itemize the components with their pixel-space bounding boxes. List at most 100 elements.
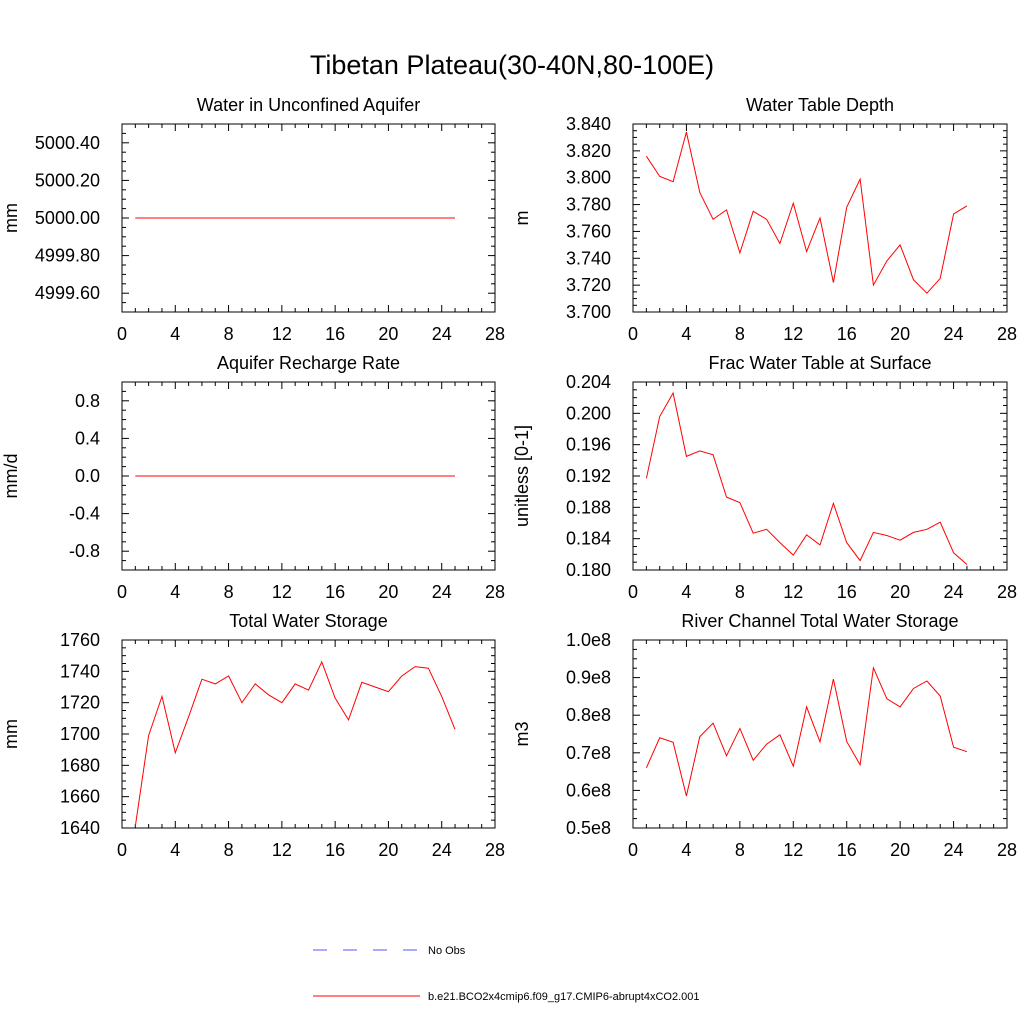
y-axis-label: mm — [1, 203, 21, 233]
x-tick-label: 4 — [170, 840, 180, 860]
x-tick-label: 28 — [485, 840, 505, 860]
y-tick-label: 0.200 — [566, 403, 611, 423]
x-tick-label: 8 — [735, 582, 745, 602]
x-tick-label: 28 — [997, 582, 1017, 602]
x-tick-label: 0 — [628, 840, 638, 860]
plot-frame — [632, 381, 1008, 571]
panel-title: Water Table Depth — [746, 95, 894, 115]
x-tick-label: 20 — [378, 324, 398, 344]
chart-panel: Water in Unconfined Aquifer mm 0 4 8 12 16 20 24… — [1, 95, 505, 344]
chart-panel: Water Table Depth m 0 4 8 12 16 20 24 28 3.700 3.72… — [512, 95, 1017, 344]
y-tick-label: -0.4 — [69, 504, 100, 524]
x-tick-label: 12 — [272, 582, 292, 602]
x-tick-label: 24 — [944, 582, 964, 602]
y-tick-label: 3.740 — [566, 248, 611, 268]
legend-model-label: b.e21.BCO2x4cmip6.f09_g17.CMIP6-abrupt4x… — [428, 991, 700, 1003]
y-tick-label: 0.196 — [566, 435, 611, 455]
x-tick-label: 12 — [783, 582, 803, 602]
x-tick-label: 16 — [325, 582, 345, 602]
y-tick-label: 0.8e8 — [566, 705, 611, 725]
x-tick-label: 24 — [432, 840, 452, 860]
y-tick-label: 1740 — [60, 661, 100, 681]
x-tick-label: 8 — [735, 840, 745, 860]
y-tick-label: 0.6e8 — [566, 780, 611, 800]
x-tick-label: 16 — [325, 840, 345, 860]
chart-panel: Frac Water Table at Surface unitless [0-1… — [512, 353, 1017, 602]
y-tick-label: 3.780 — [566, 195, 611, 215]
x-tick-label: 4 — [681, 324, 691, 344]
x-tick-label: 4 — [170, 582, 180, 602]
x-tick-label: 16 — [837, 840, 857, 860]
y-axis-label: m3 — [512, 721, 532, 746]
y-tick-label: 3.700 — [566, 302, 611, 322]
y-axis-label: mm/d — [1, 454, 21, 499]
x-tick-label: 0 — [117, 324, 127, 344]
x-tick-label: 24 — [944, 840, 964, 860]
panel-title: Frac Water Table at Surface — [708, 353, 931, 373]
x-tick-label: 4 — [681, 582, 691, 602]
x-tick-label: 28 — [997, 324, 1017, 344]
x-tick-label: 0 — [117, 582, 127, 602]
series-line — [645, 131, 968, 294]
x-tick-label: 16 — [837, 324, 857, 344]
x-tick-label: 12 — [272, 840, 292, 860]
panel-title: Aquifer Recharge Rate — [217, 353, 400, 373]
y-tick-label: 1720 — [60, 693, 100, 713]
y-axis-label: unitless [0-1] — [512, 425, 532, 527]
x-tick-label: 12 — [783, 324, 803, 344]
chart-panel: River Channel Total Water Storage m3 0 4 8 12… — [512, 611, 1017, 860]
y-tick-label: -0.8 — [69, 541, 100, 561]
x-tick-label: 8 — [224, 582, 234, 602]
x-tick-label: 20 — [378, 582, 398, 602]
panel-title: Water in Unconfined Aquifer — [197, 95, 420, 115]
x-tick-label: 16 — [325, 324, 345, 344]
y-axis-label: mm — [1, 719, 21, 749]
plot-frame — [121, 639, 496, 829]
x-tick-label: 4 — [681, 840, 691, 860]
y-tick-label: 1760 — [60, 630, 100, 650]
y-tick-label: 3.820 — [566, 141, 611, 161]
y-tick-label: 1.0e8 — [566, 630, 611, 650]
x-tick-label: 8 — [735, 324, 745, 344]
y-tick-label: 0.8 — [75, 391, 100, 411]
y-tick-label: 0.7e8 — [566, 743, 611, 763]
chart-panel: Aquifer Recharge Rate mm/d 0 4 8 12 16 20 24 28 -0… — [1, 353, 505, 602]
x-tick-label: 28 — [485, 324, 505, 344]
y-tick-label: 3.760 — [566, 221, 611, 241]
x-tick-label: 20 — [890, 324, 910, 344]
y-tick-label: 4999.80 — [35, 246, 100, 266]
series-line — [134, 660, 456, 827]
y-tick-label: 1660 — [60, 787, 100, 807]
y-tick-label: 1700 — [60, 724, 100, 744]
figure-title: Tibetan Plateau(30-40N,80-100E) — [310, 50, 714, 80]
x-tick-label: 20 — [378, 840, 398, 860]
x-tick-label: 0 — [117, 840, 127, 860]
y-tick-label: 0.184 — [566, 529, 611, 549]
y-tick-label: 0.5e8 — [566, 818, 611, 838]
x-tick-label: 8 — [224, 324, 234, 344]
x-tick-label: 24 — [944, 324, 964, 344]
panel-title: Total Water Storage — [229, 611, 387, 631]
chart-panel: Total Water Storage mm 0 4 8 12 16 20 24 28 1640 16… — [1, 611, 505, 860]
y-tick-label: 4999.60 — [35, 283, 100, 303]
x-tick-label: 24 — [432, 582, 452, 602]
y-tick-label: 0.4 — [75, 428, 100, 448]
y-tick-label: 1640 — [60, 818, 100, 838]
x-tick-label: 12 — [272, 324, 292, 344]
y-tick-label: 0.204 — [566, 372, 611, 392]
y-tick-label: 5000.40 — [35, 133, 100, 153]
x-tick-label: 28 — [997, 840, 1017, 860]
y-tick-label: 5000.00 — [35, 208, 100, 228]
y-tick-label: 3.840 — [566, 114, 611, 134]
x-tick-label: 20 — [890, 582, 910, 602]
x-tick-label: 0 — [628, 324, 638, 344]
y-tick-label: 1680 — [60, 755, 100, 775]
y-axis-label: m — [512, 211, 532, 226]
x-tick-label: 8 — [224, 840, 234, 860]
x-tick-label: 12 — [783, 840, 803, 860]
chart-panels: Water in Unconfined Aquifer mm 0 4 8 12 16 20 24… — [1, 95, 1017, 860]
panel-title: River Channel Total Water Storage — [681, 611, 958, 631]
y-tick-label: 0.188 — [566, 497, 611, 517]
x-tick-label: 24 — [432, 324, 452, 344]
